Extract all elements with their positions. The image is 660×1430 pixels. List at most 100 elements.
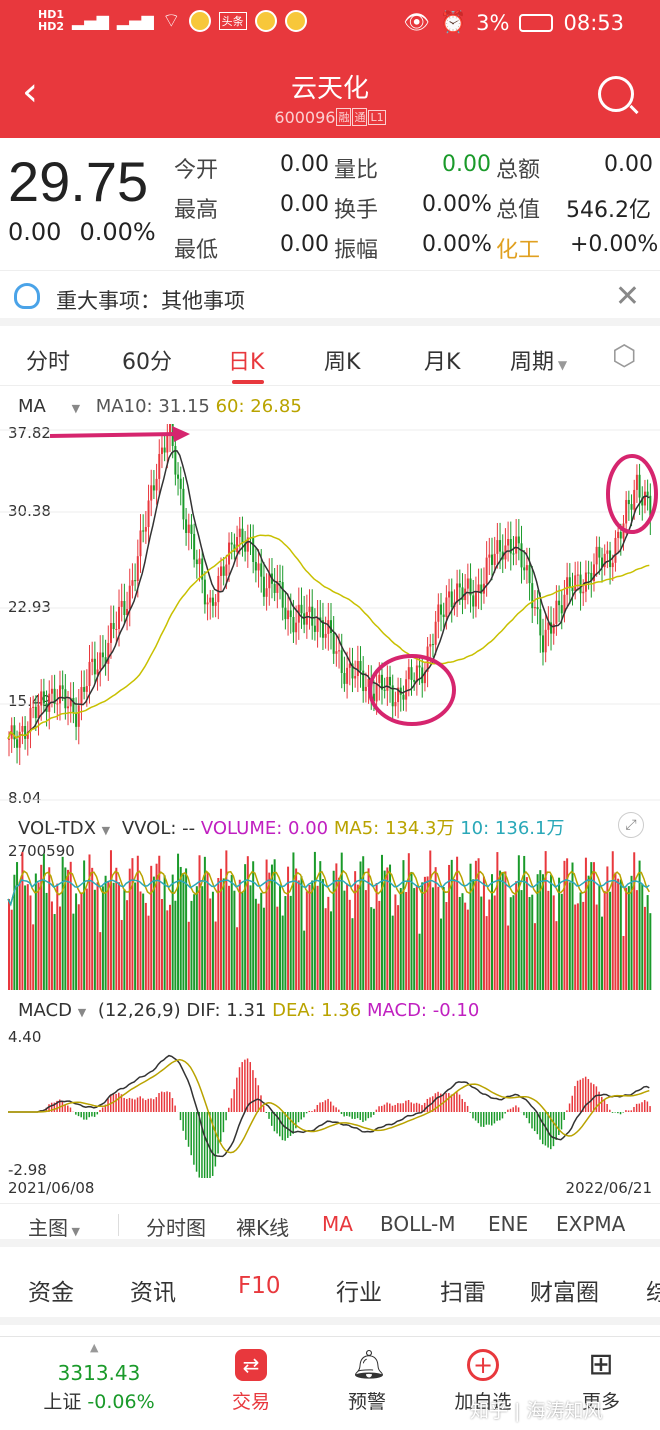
macd-bar <box>327 1098 329 1112</box>
volume-bar <box>268 872 271 990</box>
trade-label: 交易 <box>231 1391 270 1413</box>
macd-params: (12,26,9) <box>97 1000 181 1021</box>
add-watchlist-button[interactable]: + 加自选 <box>438 1349 528 1414</box>
tab-f10[interactable]: F10 <box>238 1273 281 1299</box>
alert-button[interactable]: 🔔︎ 预警 <box>322 1349 412 1414</box>
candle-body <box>166 434 169 453</box>
candle-body <box>134 580 137 582</box>
macd-bar <box>440 1093 442 1112</box>
candle-body <box>142 530 145 532</box>
close-icon[interactable]: ✕ <box>614 279 640 314</box>
search-icon[interactable] <box>598 76 634 112</box>
tab-daily[interactable]: 日K <box>228 350 265 375</box>
volume-bar <box>214 921 217 990</box>
candle-body <box>26 731 29 739</box>
candle-body <box>429 644 432 647</box>
tab-more-section[interactable]: 综 <box>646 1280 660 1306</box>
tab-bare-k[interactable]: 裸K线 <box>236 1216 290 1240</box>
volume-bar <box>96 882 99 990</box>
settings-hex-icon[interactable]: ⬡ <box>612 339 637 372</box>
tab-ma[interactable]: MA <box>322 1212 353 1236</box>
tab-ene[interactable]: ENE <box>488 1212 529 1236</box>
volume-bar <box>450 859 453 990</box>
candlestick-chart[interactable] <box>0 424 660 806</box>
candle-body <box>450 591 453 608</box>
candle-body <box>413 679 416 682</box>
macd-bar <box>627 1110 630 1112</box>
volume-bar <box>72 913 75 990</box>
tab-fortune-circle[interactable]: 财富圈 <box>530 1280 599 1306</box>
candle-body <box>77 705 80 727</box>
volume-bar <box>595 904 598 990</box>
volume-bar <box>53 914 56 990</box>
macd-legend[interactable]: MACD ▼ (12,26,9) DIF: 1.31 DEA: 1.36 MAC… <box>18 1000 479 1021</box>
tab-monthly[interactable]: 月K <box>424 350 461 375</box>
candle-body <box>115 628 118 630</box>
tab-60min[interactable]: 60分 <box>122 350 172 375</box>
volume-bar <box>351 918 354 990</box>
macd-bar <box>195 1112 198 1172</box>
candle-body <box>558 600 561 606</box>
tab-expma[interactable]: EXPMA <box>556 1212 626 1236</box>
volume-bar <box>163 875 166 990</box>
tab-intraday[interactable]: 分时 <box>26 350 71 375</box>
tab-industry[interactable]: 行业 <box>336 1280 382 1306</box>
macd-bar <box>544 1112 547 1146</box>
volume-bar <box>338 877 341 990</box>
tab-risk-scan[interactable]: 扫雷 <box>440 1280 486 1306</box>
volume-bar <box>582 901 585 990</box>
tab-funds[interactable]: 资金 <box>28 1280 74 1306</box>
candle-body <box>579 574 582 594</box>
lightbulb-icon <box>14 283 40 309</box>
tab-boll[interactable]: BOLL-M <box>380 1212 456 1236</box>
candle-body <box>440 604 443 615</box>
volume-bar <box>244 864 247 990</box>
volume-chart[interactable] <box>0 842 660 992</box>
vol-legend[interactable]: VOL-TDX ▼ VVOL: -- VOLUME: 0.00 MA5: 134… <box>18 814 564 840</box>
index-ticker[interactable]: 3313.43 上证 -0.06% <box>34 1361 164 1414</box>
trade-button[interactable]: ⇄ 交易 <box>206 1349 296 1414</box>
candle-body <box>448 591 451 598</box>
notice-bar[interactable]: 重大事项：其他事项 ✕ <box>0 270 660 326</box>
candle-body <box>603 553 606 568</box>
volume-bar <box>356 884 359 990</box>
volume-bar <box>303 930 306 990</box>
macd-bar <box>115 1093 117 1112</box>
candle-body <box>340 650 343 673</box>
volume-bar <box>606 866 609 990</box>
volume-bar <box>260 892 263 990</box>
volume-bar <box>466 909 469 990</box>
macd-bar <box>85 1112 88 1120</box>
macd-bar <box>150 1098 152 1112</box>
volume-bar <box>80 893 83 990</box>
candle-body <box>260 563 263 577</box>
tab-period-label: 周期 <box>510 350 555 375</box>
macd-bar <box>386 1102 388 1112</box>
volume-bar <box>397 905 400 990</box>
more-button[interactable]: ⊞ 更多 <box>556 1349 646 1414</box>
candle-body <box>13 725 16 740</box>
tab-main-chart[interactable]: 主图 ▼ <box>28 1212 80 1241</box>
macd-bar <box>584 1076 587 1112</box>
candle-body <box>442 614 445 618</box>
candle-body <box>211 597 214 606</box>
volume-bar <box>112 882 115 990</box>
back-arrow-icon[interactable]: ‹ <box>22 69 38 115</box>
candle-body <box>560 605 563 614</box>
volume-bar <box>139 891 142 990</box>
tab-period[interactable]: 周期 ▼ <box>510 344 567 376</box>
candle-body <box>405 679 408 700</box>
ma-legend[interactable]: MA ▼ MA10: 31.15 60: 26.85 <box>18 396 302 417</box>
tab-weekly[interactable]: 周K <box>324 350 361 375</box>
tab-timeshare[interactable]: 分时图 <box>146 1216 206 1240</box>
sector-link[interactable]: 化工 <box>496 238 541 263</box>
candle-body <box>311 606 314 626</box>
macd-chart[interactable] <box>0 1028 660 1178</box>
volume-bar <box>324 908 327 990</box>
candle-body <box>144 527 147 532</box>
tab-news[interactable]: 资讯 <box>130 1280 176 1306</box>
macd-value: MACD: -0.10 <box>366 1000 480 1021</box>
candle-body <box>169 424 171 435</box>
expand-icon[interactable]: ⤢ <box>618 812 644 838</box>
macd-bar <box>364 1112 367 1121</box>
